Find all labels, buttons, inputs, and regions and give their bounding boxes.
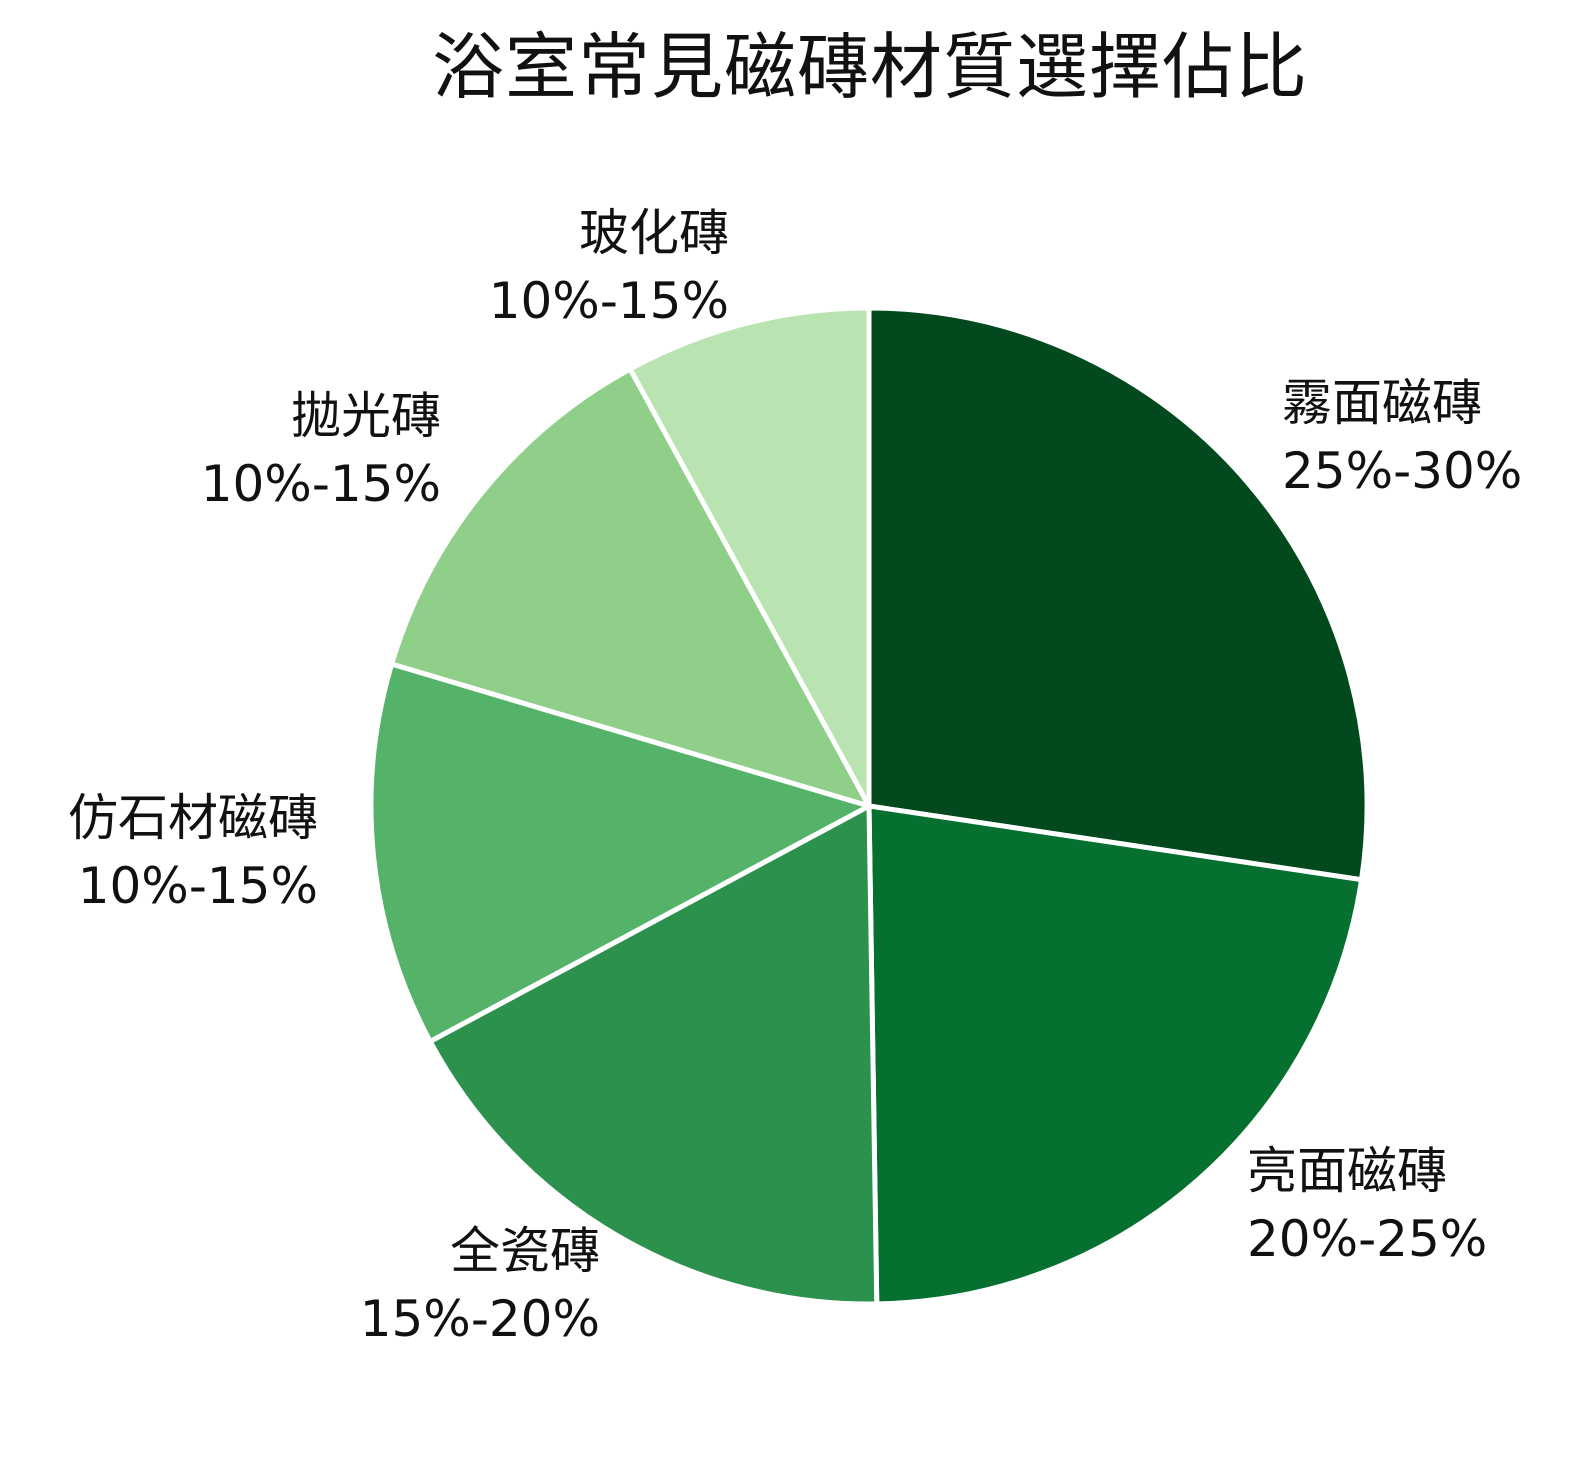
slice-value-label: 10%-15% [201, 455, 441, 513]
slice-label: 仿石材磁磚 [68, 789, 318, 847]
pie-slice [389, 366, 872, 809]
slice-value-label: 10%-15% [78, 857, 318, 915]
chart-title: 浴室常見磁磚材質選擇佔比 [431, 25, 1308, 109]
slice-value-label: 25%-30% [1282, 442, 1522, 500]
pie-slice [866, 803, 1365, 1307]
slice-label: 亮面磁磚 [1247, 1142, 1447, 1200]
slice-label: 霧面磁磚 [1282, 374, 1482, 432]
pie-slice [427, 803, 880, 1307]
pie-slice [368, 661, 872, 1044]
pie-slice [627, 305, 872, 809]
slice-label: 玻化磚 [579, 204, 729, 262]
slice-value-label: 15%-20% [360, 1290, 600, 1348]
slice-value-label: 10%-15% [489, 272, 729, 330]
slice-label: 拋光磚 [291, 387, 441, 445]
pie-slice [866, 305, 1370, 883]
slice-value-label: 20%-25% [1247, 1210, 1487, 1268]
slice-label: 全瓷磚 [450, 1222, 600, 1280]
